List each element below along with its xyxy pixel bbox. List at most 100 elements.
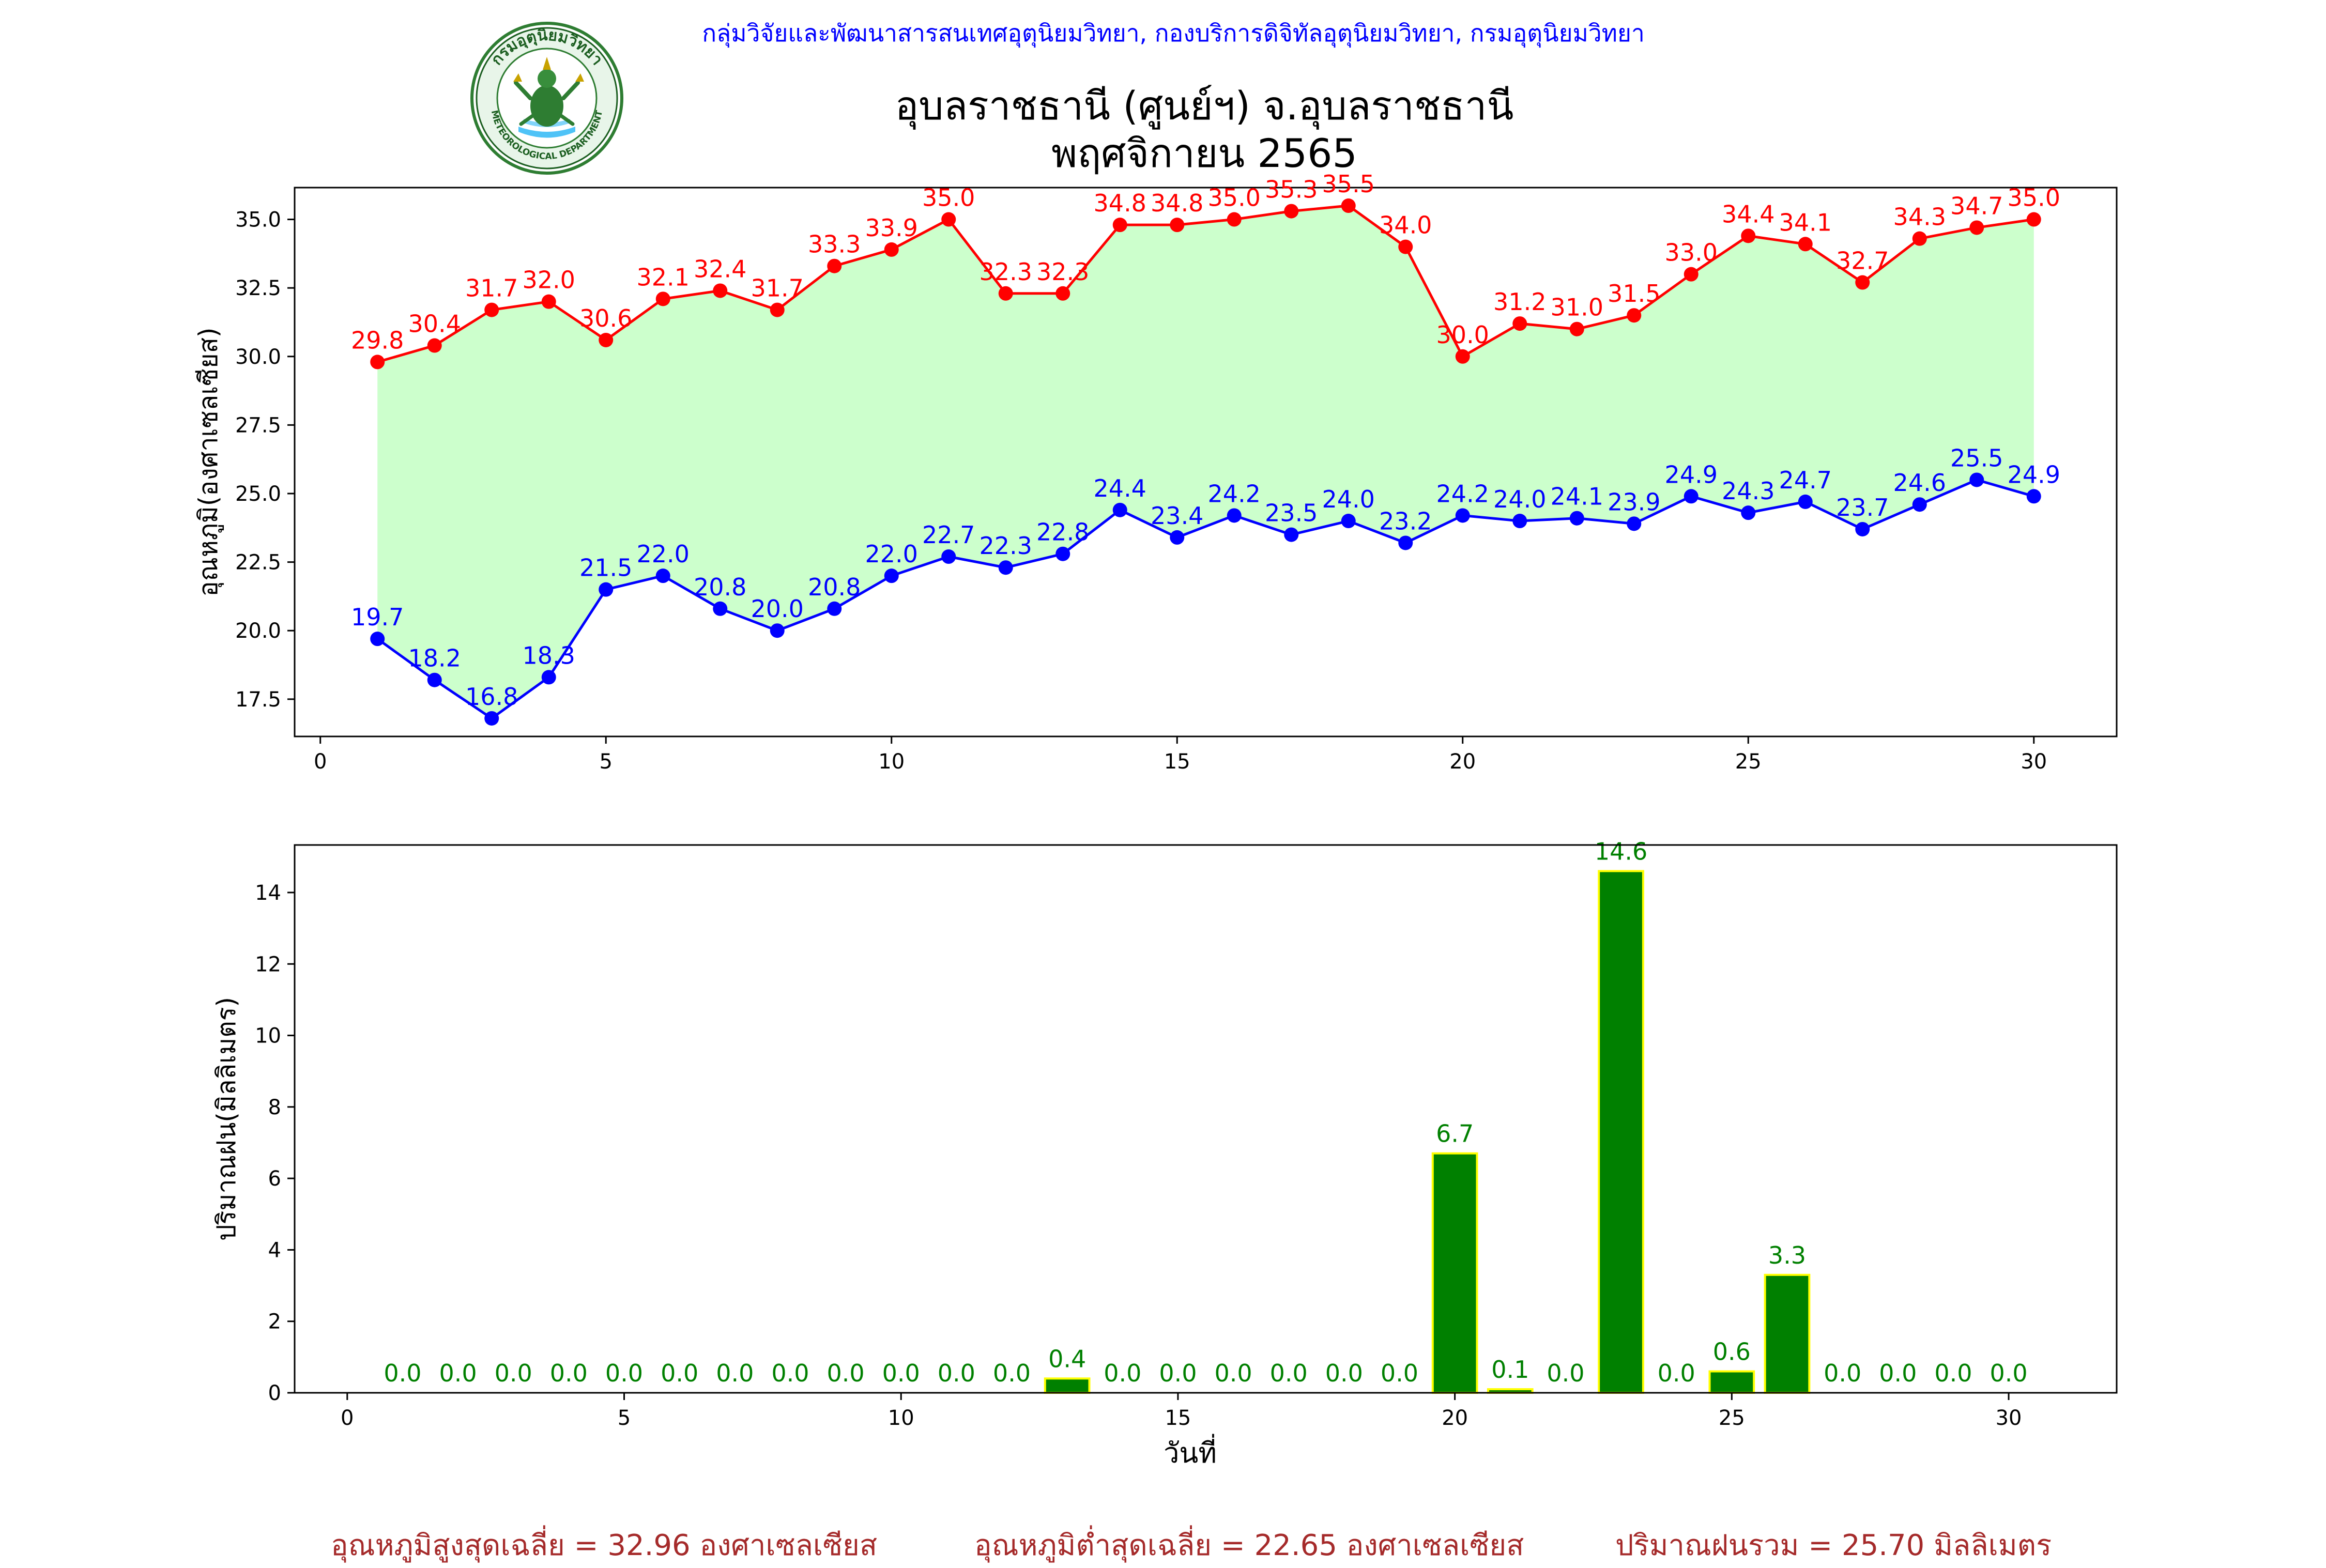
- rain-bar-label: 0.0: [1381, 1359, 1418, 1387]
- rain-bar-label: 0.1: [1491, 1356, 1529, 1383]
- temperature-chart: 0 5 10 15 20 25 30 17.5 20.0 22.5 25.0 27.5 30.0 32.5…: [193, 170, 2118, 774]
- temp-y-tick-label: 30.0: [235, 345, 281, 369]
- temperature-axes-frame: [294, 187, 2118, 737]
- max-temperature-point: [1455, 349, 1470, 364]
- min-temperature-point: [2026, 489, 2041, 504]
- max-temperature-label: 35.0: [2008, 184, 2060, 212]
- rain-bar-label: 0.0: [1934, 1359, 1972, 1387]
- rain-bar-label: 0.6: [1713, 1338, 1751, 1365]
- max-temperature-point: [770, 302, 785, 317]
- chart-title-period: พฤศจิกายน 2565: [1051, 130, 1357, 176]
- min-temperature-point: [1055, 546, 1070, 561]
- rain-x-tick-label: 15: [1165, 1406, 1191, 1430]
- rain-y-tick-label: 12: [255, 952, 281, 976]
- max-temperature-label: 31.5: [1608, 280, 1660, 308]
- rain-bar-label: 0.0: [993, 1359, 1031, 1387]
- min-temperature-label: 24.9: [2008, 460, 2060, 488]
- max-temperature-label: 35.0: [922, 184, 975, 212]
- max-temperature-point: [1684, 267, 1698, 282]
- min-temperature-label: 19.7: [351, 603, 404, 631]
- min-temperature-point: [1227, 508, 1242, 523]
- max-temperature-label: 34.7: [1950, 192, 2003, 220]
- max-temperature-point: [655, 291, 670, 306]
- min-temperature-label: 16.8: [465, 683, 518, 711]
- max-temperature-point: [484, 302, 499, 317]
- rain-bar-label: 0.0: [384, 1359, 421, 1387]
- max-temperature-point: [1569, 321, 1584, 336]
- max-temperature-label: 34.0: [1379, 211, 1432, 239]
- rain-bar-label: 0.0: [1104, 1359, 1141, 1387]
- min-temperature-label: 24.2: [1208, 480, 1261, 508]
- min-temperature-label: 21.5: [579, 554, 632, 582]
- min-temperature-line: [376, 478, 2034, 720]
- rain-bar-label: 6.7: [1436, 1120, 1474, 1148]
- rain-bar-label: 0.0: [495, 1359, 532, 1387]
- rain-x-tick-label: 0: [341, 1406, 354, 1430]
- temp-x-tick-label: 30: [2021, 750, 2047, 774]
- rainfall-axes-frame: [294, 844, 2118, 1394]
- max-temperature-label: 34.4: [1722, 200, 1774, 228]
- min-temperature-point: [998, 560, 1013, 575]
- temp-y-tick-label: 17.5: [235, 688, 281, 712]
- meteorological-department-seal-icon: กรมอุตุนิยมวิทยา METEOROLOGICAL DEPARTME…: [470, 22, 623, 175]
- max-temperature-label: 34.1: [1779, 208, 1832, 236]
- rain-bar-label: 0.0: [605, 1359, 643, 1387]
- max-temperature-point: [884, 242, 899, 257]
- rain-bar-label: 0.0: [439, 1359, 477, 1387]
- max-temperature-label: 30.0: [1436, 321, 1489, 349]
- max-temperature-point: [1741, 228, 1756, 243]
- rainfall-chart: 0.0 0.0 0.0 0.0 0.0 0.0 0.0 0.0 0.0 0.0 0.0 0.0 0.4 0…: [211, 837, 2118, 1469]
- rain-x-tick-label: 20: [1442, 1406, 1468, 1430]
- total-rain-summary: ปริมาณฝนรวม = 25.70 มิลลิเมตร: [1615, 1529, 2052, 1562]
- avg-min-temp-summary: อุณหภูมิต่ำสุดเฉลี่ย = 22.65 องศาเซลเซีย…: [974, 1529, 1524, 1562]
- min-temperature-point: [770, 623, 785, 638]
- rain-bar-label: 0.0: [1159, 1359, 1197, 1387]
- max-temperature-point: [1341, 198, 1356, 213]
- min-temperature-label: 24.2: [1436, 480, 1489, 508]
- min-temperature-point: [1284, 527, 1299, 542]
- max-temperature-point: [1170, 218, 1185, 233]
- rain-bar-label: 0.0: [827, 1359, 864, 1387]
- max-temperature-label: 33.3: [808, 230, 861, 258]
- rain-bar-label: 0.0: [1658, 1359, 1695, 1387]
- rain-y-axis-label: ปริมาณฝน(มิลลิเมตร): [211, 997, 241, 1241]
- max-temperature-point: [1798, 237, 1813, 252]
- min-temperature-label: 22.0: [637, 540, 690, 568]
- rain-y-tick-label: 2: [268, 1310, 281, 1334]
- min-temperature-label: 24.7: [1779, 466, 1832, 494]
- min-temperature-point: [599, 582, 614, 597]
- rain-bar: [1764, 1273, 1811, 1394]
- max-temperature-label: 31.0: [1551, 294, 1603, 321]
- max-temperature-point: [1912, 231, 1927, 246]
- max-temperature-label: 32.7: [1836, 247, 1889, 275]
- rain-bar-label: 0.0: [1879, 1359, 1917, 1387]
- min-temperature-point: [1512, 514, 1527, 529]
- min-temperature-label: 23.2: [1379, 507, 1432, 535]
- max-temperature-point: [998, 286, 1013, 301]
- rain-bar-label: 0.0: [1990, 1359, 2027, 1387]
- max-temperature-label: 32.3: [1036, 258, 1089, 286]
- min-temperature-point: [427, 672, 442, 687]
- min-temperature-label: 20.8: [694, 573, 746, 601]
- max-temperature-label: 31.7: [465, 274, 518, 302]
- min-temperature-label: 18.3: [523, 641, 575, 669]
- rain-x-tick-label: 5: [618, 1406, 631, 1430]
- max-temperature-point: [1969, 220, 1984, 235]
- max-temperature-label: 34.3: [1893, 203, 1946, 231]
- min-temperature-point: [1569, 511, 1584, 526]
- rain-bar: [1044, 1377, 1091, 1394]
- rain-bar-label: 0.0: [661, 1359, 698, 1387]
- min-temperature-label: 23.9: [1608, 488, 1660, 516]
- rain-x-tick-label: 10: [888, 1406, 914, 1430]
- max-temperature-point: [599, 332, 614, 347]
- temperature-range-fill: [377, 206, 2034, 718]
- min-temperature-label: 20.0: [751, 595, 804, 623]
- min-temperature-label: 24.6: [1893, 469, 1946, 497]
- rain-bar-label: 0.0: [938, 1359, 975, 1387]
- max-temperature-label: 34.8: [1151, 189, 1203, 217]
- min-temperature-label: 23.7: [1836, 494, 1889, 521]
- min-temperature-point: [484, 711, 499, 726]
- min-temperature-label: 24.0: [1322, 485, 1375, 513]
- temp-y-axis-label: อุณหภูมิ(องศาเซลเซียส): [193, 327, 224, 596]
- max-temperature-point: [427, 338, 442, 353]
